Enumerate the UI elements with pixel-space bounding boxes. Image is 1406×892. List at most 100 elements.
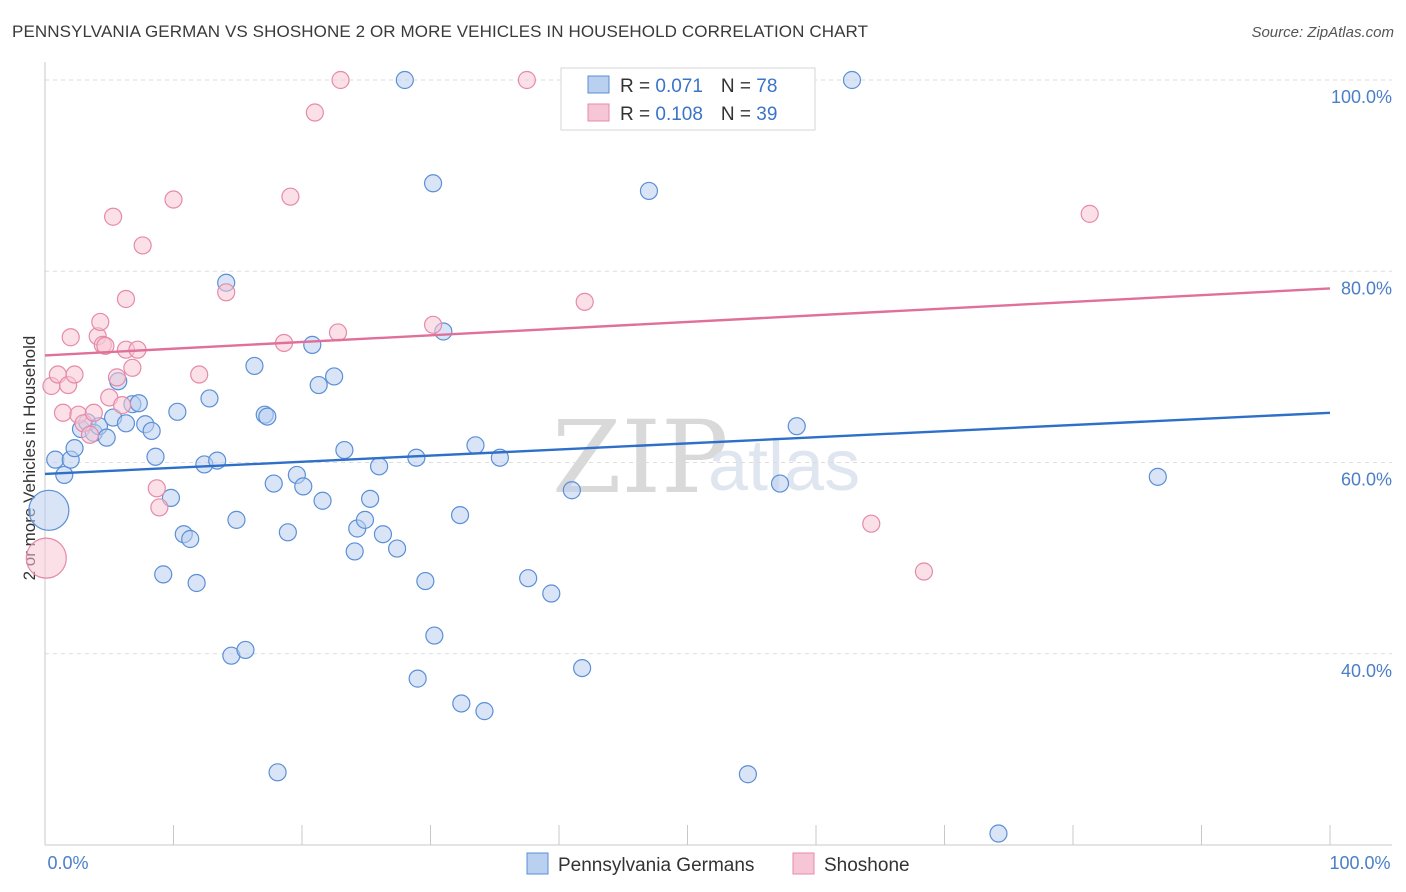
pennsylvania-germans-point-14 bbox=[129, 394, 148, 413]
pennsylvania-germans-point-35 bbox=[268, 763, 287, 782]
shoshone-point-3 bbox=[53, 403, 73, 422]
pennsylvania-germans-point-56 bbox=[425, 626, 444, 645]
pennsylvania-germans-point-12 bbox=[116, 414, 136, 433]
legend-n-value-2: 39 bbox=[756, 104, 777, 125]
pennsylvania-germans-point-54 bbox=[416, 571, 435, 591]
legend-r-value-1: 0.071 bbox=[655, 76, 703, 97]
pennsylvania-germans-point-9 bbox=[97, 428, 116, 447]
pennsylvania-germans-point-16 bbox=[142, 421, 161, 441]
pennsylvania-germans-point-2 bbox=[55, 465, 74, 485]
pennsylvania-germans-point-17 bbox=[146, 447, 165, 466]
legend-r-label-1: R = bbox=[620, 76, 655, 97]
shoshone-point-26 bbox=[164, 190, 183, 209]
shoshone-point-24 bbox=[147, 479, 166, 498]
shoshone-point-23 bbox=[133, 236, 152, 255]
shoshone-point-36 bbox=[575, 292, 594, 311]
legend-swatch-pennsylvania-germans bbox=[526, 852, 549, 875]
shoshone-point-12 bbox=[91, 312, 110, 332]
pennsylvania-germans-point-49 bbox=[373, 525, 393, 544]
pennsylvania-germans-point-52 bbox=[408, 669, 427, 688]
legend-row-2: R = 0.108 N = 39 bbox=[620, 104, 777, 125]
pennsylvania-germans-point-30 bbox=[236, 640, 255, 660]
y-tick-labels: 40.0% 60.0% 80.0% 100.0% bbox=[1331, 87, 1392, 681]
legend-swatch-shoshone bbox=[792, 852, 815, 875]
shoshone-point-6 bbox=[65, 365, 84, 384]
trend-lines bbox=[44, 287, 1331, 476]
trend-line-shoshone bbox=[44, 287, 1331, 357]
pennsylvania-germans-point-38 bbox=[294, 477, 313, 496]
shoshone-point-16 bbox=[104, 207, 123, 226]
pennsylvania-germans-point-18 bbox=[154, 565, 173, 584]
shoshone-point-14 bbox=[96, 336, 115, 355]
shoshone-point-32 bbox=[328, 323, 348, 342]
y-tick-label-80: 80.0% bbox=[1341, 278, 1392, 298]
axes bbox=[44, 62, 1392, 846]
pennsylvania-germans-point-39 bbox=[303, 335, 322, 354]
pennsylvania-germans-point-60 bbox=[466, 436, 485, 455]
pennsylvania-germans-point-34 bbox=[264, 474, 283, 493]
pennsylvania-germans-point-31 bbox=[245, 356, 264, 376]
shoshone-point-31 bbox=[305, 103, 324, 122]
pennsylvania-germans-point-61 bbox=[475, 702, 494, 721]
shoshone-point-10 bbox=[84, 403, 103, 422]
shoshone-point-35 bbox=[517, 70, 536, 90]
legend-r-label-2: R = bbox=[620, 104, 655, 125]
shoshone-point-34 bbox=[423, 315, 443, 334]
pennsylvania-germans-point-50 bbox=[387, 539, 407, 558]
x-tick-label-max: 100.0% bbox=[1329, 853, 1390, 873]
series-shoshone bbox=[25, 70, 1099, 581]
legend-label-pennsylvania-germans: Pennsylvania Germans bbox=[558, 855, 754, 876]
y-tick-label-100: 100.0% bbox=[1331, 87, 1392, 107]
legend-swatch-blue bbox=[587, 75, 610, 94]
pennsylvania-germans-point-4 bbox=[65, 439, 84, 458]
pennsylvania-germans-point-67 bbox=[639, 181, 659, 201]
pennsylvania-germans-point-47 bbox=[361, 489, 380, 508]
pennsylvania-germans-point-64 bbox=[542, 584, 561, 603]
pennsylvania-germans-point-22 bbox=[181, 529, 200, 549]
pennsylvania-germans-point-48 bbox=[370, 457, 389, 476]
stats-legend: R = 0.071 N = 78 R = 0.108 N = 39 bbox=[560, 67, 816, 131]
shoshone-point-28 bbox=[217, 283, 236, 302]
pennsylvania-germans-point-43 bbox=[335, 440, 354, 460]
pennsylvania-germans-point-36 bbox=[278, 523, 297, 542]
shoshone-point-21 bbox=[123, 358, 142, 377]
pennsylvania-germans-point-63 bbox=[519, 569, 538, 588]
legend-swatch-pink bbox=[587, 103, 610, 122]
pennsylvania-germans-point-20 bbox=[168, 402, 187, 421]
y-tick-label-60: 60.0% bbox=[1341, 470, 1392, 490]
pennsylvania-germans-point-46 bbox=[355, 510, 375, 529]
chart-title: PENNSYLVANIA GERMAN VS SHOSHONE 2 OR MOR… bbox=[12, 22, 869, 41]
pennsylvania-germans-point-29 bbox=[227, 510, 246, 529]
shoshone-point-17 bbox=[107, 368, 127, 387]
pennsylvania-germans-point-55 bbox=[423, 174, 443, 193]
pennsylvania-germans-point-70 bbox=[787, 417, 806, 436]
shoshone-point-25 bbox=[150, 498, 169, 517]
shoshone-point-27 bbox=[190, 365, 209, 384]
shoshone-point-18 bbox=[112, 396, 132, 415]
shoshone-point-37 bbox=[862, 514, 881, 533]
y-tick-label-40: 40.0% bbox=[1341, 661, 1392, 681]
pennsylvania-germans-point-51 bbox=[395, 70, 414, 90]
shoshone-point-30 bbox=[281, 187, 300, 206]
pennsylvania-germans-point-59 bbox=[452, 694, 471, 713]
shoshone-point-33 bbox=[331, 70, 350, 90]
pennsylvania-germans-point-73 bbox=[1148, 467, 1167, 486]
watermark-zip: ZIP bbox=[552, 399, 728, 516]
legend-row-1: R = 0.071 N = 78 bbox=[620, 76, 777, 97]
legend-n-value-1: 78 bbox=[756, 76, 777, 97]
series-legend: Pennsylvania Germans Shoshone bbox=[526, 852, 910, 876]
pennsylvania-germans-point-71 bbox=[842, 70, 862, 90]
shoshone-point-20 bbox=[116, 289, 136, 309]
shoshone-point-5 bbox=[61, 328, 80, 347]
legend-n-label-2: N = bbox=[721, 104, 756, 125]
pennsylvania-germans-point-25 bbox=[200, 389, 219, 408]
shoshone-point-9 bbox=[80, 425, 100, 444]
pennsylvania-germans-point-1 bbox=[46, 450, 65, 469]
pennsylvania-germans-point-42 bbox=[325, 367, 344, 386]
shoshone-point-0 bbox=[25, 537, 67, 579]
chart-source: Source: ZipAtlas.com bbox=[1251, 24, 1394, 41]
pennsylvania-germans-point-66 bbox=[573, 658, 592, 678]
pennsylvania-germans-point-65 bbox=[562, 481, 581, 500]
pennsylvania-germans-point-44 bbox=[345, 542, 364, 561]
